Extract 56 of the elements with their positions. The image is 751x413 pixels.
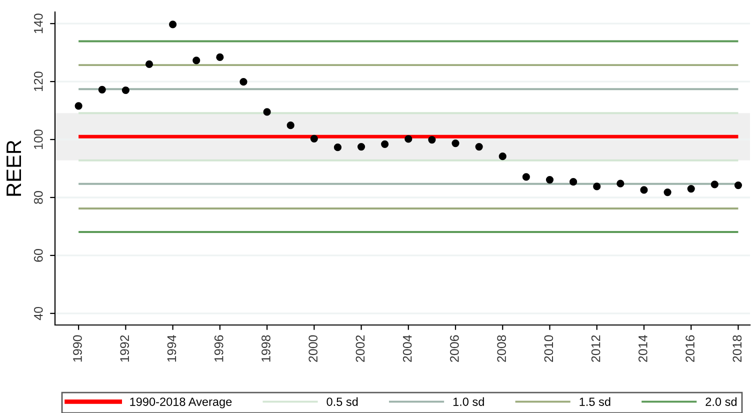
point: [145, 60, 154, 68]
point: [263, 108, 271, 116]
x-tick-label: 2000: [308, 335, 318, 362]
legend-label: 0.5 sd: [326, 397, 358, 406]
y-tick-label: 60: [34, 248, 43, 262]
x-tick-label: 2014: [638, 335, 648, 362]
point: [240, 78, 248, 86]
point: [475, 142, 483, 151]
point: [122, 86, 130, 94]
point: [546, 176, 554, 184]
point: [216, 53, 224, 62]
x-tick-label: 1998: [262, 335, 270, 362]
y-tick-label: 140: [34, 14, 43, 34]
point: [334, 144, 342, 152]
point: [286, 122, 294, 130]
x-tick-label: 1990: [73, 335, 82, 362]
point: [687, 184, 695, 193]
x-tick-label: 2012: [591, 335, 600, 362]
point: [734, 182, 742, 190]
x-tick-label: 2004: [402, 335, 412, 362]
point: [498, 152, 506, 160]
x-tick-label: 2018: [732, 335, 742, 362]
point: [593, 182, 601, 190]
point: [570, 178, 578, 186]
x-tick-label: 2006: [450, 335, 459, 362]
x-tick-label: 1996: [214, 335, 224, 362]
point: [428, 136, 436, 144]
y-tick-label: 80: [34, 191, 43, 204]
y-axis-title: REER: [6, 140, 21, 196]
y-tick-label: 40: [34, 306, 43, 320]
point: [168, 20, 177, 28]
point: [381, 140, 389, 148]
x-tick-label: 1992: [120, 335, 130, 362]
point: [310, 134, 318, 142]
x-tick-label: 2008: [497, 335, 506, 362]
point: [98, 86, 106, 94]
x-tick-label: 2002: [356, 335, 365, 362]
legend-label: 1990-2018 Average: [130, 398, 232, 408]
point: [452, 139, 460, 148]
point: [616, 180, 624, 188]
y-tick-label: 120: [34, 72, 43, 92]
x-tick-label: 2016: [686, 335, 694, 362]
y-tick-label: 100: [34, 130, 43, 149]
point: [357, 142, 366, 151]
point: [710, 180, 718, 188]
point: [522, 173, 530, 181]
point: [192, 56, 200, 64]
legend-label: 2.0 sd: [706, 397, 737, 406]
point: [404, 135, 412, 143]
x-tick-label: 1994: [167, 335, 176, 362]
x-tick-label: 2010: [544, 335, 554, 362]
point: [664, 188, 672, 196]
point: [74, 102, 82, 110]
legend-label: 1.5 sd: [580, 397, 610, 406]
legend-label: 1.0 sd: [453, 397, 484, 406]
point: [640, 186, 648, 194]
